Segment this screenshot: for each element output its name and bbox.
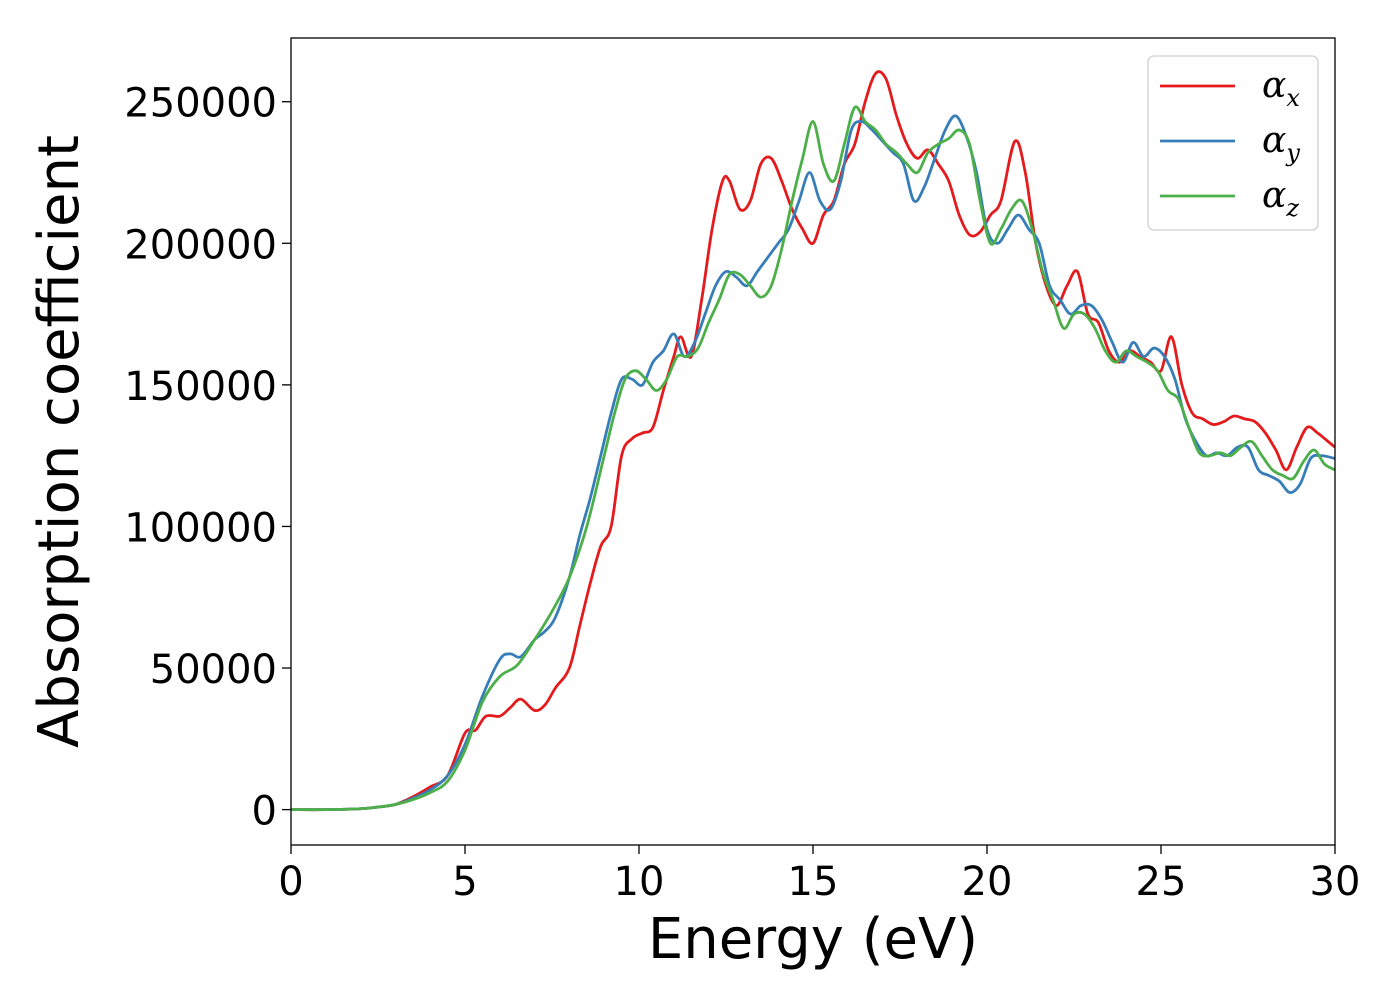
legend-label-sub: y xyxy=(1285,139,1300,167)
legend-label-main: α xyxy=(1262,120,1286,161)
x-tick-label: 10 xyxy=(614,859,665,905)
y-tick-label: 250000 xyxy=(124,81,277,127)
legend-label-y: αy xyxy=(1262,120,1300,167)
legend-label-sub: z xyxy=(1285,194,1299,222)
y-axis-title: Absorption coefficient xyxy=(27,135,92,748)
legend-box xyxy=(1147,55,1319,231)
legend-label-sub: x xyxy=(1286,84,1300,112)
x-tick-label: 15 xyxy=(788,859,839,905)
y-tick-label: 200000 xyxy=(124,222,277,268)
legend-label-x: αx xyxy=(1262,65,1300,112)
x-tick-label: 5 xyxy=(452,859,477,905)
x-tick-label: 25 xyxy=(1136,859,1187,905)
x-tick-label: 0 xyxy=(278,859,303,905)
series-line-x xyxy=(291,70,1335,812)
y-tick-label: 50000 xyxy=(150,647,277,693)
legend-label-main: α xyxy=(1262,175,1286,216)
series-lines xyxy=(291,70,1335,812)
legend-label-main: α xyxy=(1262,65,1286,106)
series-line-z xyxy=(291,105,1335,812)
legend-label-z: αz xyxy=(1262,175,1299,222)
x-axis-title: Energy (eV) xyxy=(648,907,978,972)
y-tick-label: 150000 xyxy=(124,364,277,410)
x-tick-label: 30 xyxy=(1310,859,1361,905)
x-tick-label: 20 xyxy=(962,859,1013,905)
y-axis-ticks: 0 50000 100000 150000 200000 250000 xyxy=(124,81,291,835)
y-tick-label: 100000 xyxy=(124,505,277,551)
x-axis-ticks: 0 5 10 15 20 25 30 xyxy=(278,845,1360,905)
y-tick-label: 0 xyxy=(252,789,277,835)
